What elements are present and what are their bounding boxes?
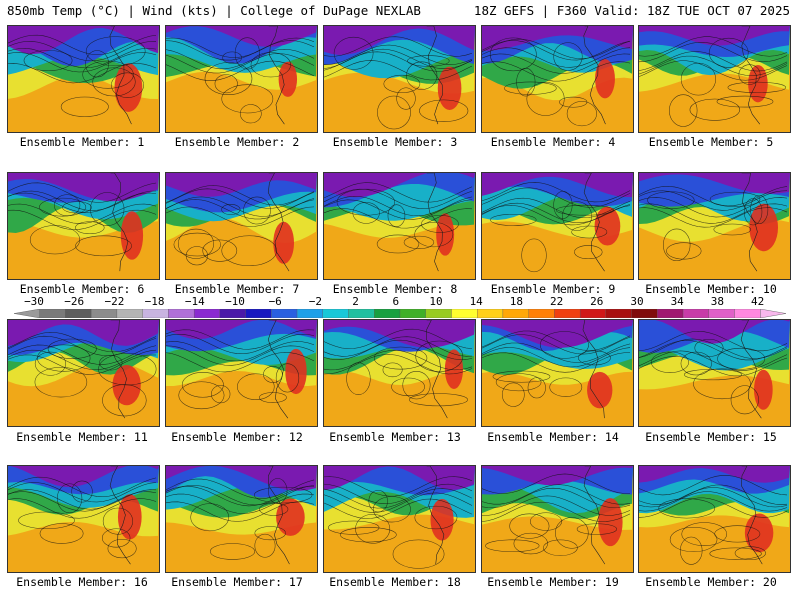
colorbar-segment bbox=[322, 309, 349, 318]
colorbar-segment bbox=[91, 309, 118, 318]
ensemble-map bbox=[481, 319, 634, 427]
colorbar-tick-label: 2 bbox=[352, 295, 359, 308]
ensemble-map bbox=[481, 465, 634, 573]
colorbar-segment bbox=[116, 309, 143, 318]
colorbar-tick-label: −14 bbox=[184, 295, 205, 308]
ensemble-map bbox=[323, 172, 476, 280]
ensemble-member-label: Ensemble Member: 3 bbox=[332, 135, 458, 149]
colorbar-tick-label: 18 bbox=[509, 295, 524, 308]
ensemble-member-label: Ensemble Member: 13 bbox=[329, 430, 461, 444]
colorbar-tick-label: −30 bbox=[24, 295, 44, 308]
colorbar-tick-label: 6 bbox=[392, 295, 400, 308]
colorbar-segment bbox=[734, 309, 761, 318]
colorbar-segment bbox=[425, 309, 452, 318]
colorbar-segment bbox=[631, 309, 658, 318]
ensemble-map bbox=[638, 172, 791, 280]
ensemble-map bbox=[7, 172, 160, 280]
colorbar-segment bbox=[528, 309, 555, 318]
ensemble-map bbox=[323, 319, 476, 427]
ensemble-member-label: Ensemble Member: 2 bbox=[174, 135, 300, 149]
ensemble-map bbox=[165, 25, 318, 133]
ensemble-member-label: Ensemble Member: 8 bbox=[332, 282, 458, 296]
ensemble-member-label: Ensemble Member: 20 bbox=[645, 575, 777, 589]
colorbar-segment bbox=[142, 309, 169, 318]
colorbar-segment bbox=[554, 309, 581, 318]
colorbar-tick-label: 10 bbox=[429, 295, 443, 308]
colorbar-tick-label: −6 bbox=[268, 295, 282, 308]
colorbar-segment bbox=[245, 309, 272, 318]
ensemble-member-label: Ensemble Member: 5 bbox=[648, 135, 774, 149]
ensemble-map bbox=[165, 319, 318, 427]
colorbar-tick-label: −22 bbox=[104, 295, 125, 308]
colorbar-tick-label: −2 bbox=[308, 295, 323, 308]
ensemble-member-label: Ensemble Member: 17 bbox=[171, 575, 303, 589]
ensemble-map bbox=[165, 172, 318, 280]
ensemble-map bbox=[638, 465, 791, 573]
ensemble-map bbox=[323, 25, 476, 133]
colorbar-tick-label: −26 bbox=[64, 295, 85, 308]
ensemble-map bbox=[165, 465, 318, 573]
ensemble-map bbox=[481, 172, 634, 280]
ensemble-member-label: Ensemble Member: 14 bbox=[487, 430, 619, 444]
colorbar-segment bbox=[682, 309, 709, 318]
colorbar-segment bbox=[579, 309, 607, 318]
ensemble-map bbox=[323, 465, 476, 573]
ensemble-map bbox=[481, 25, 634, 133]
colorbar-segment bbox=[657, 309, 684, 318]
colorbar-segment bbox=[14, 309, 40, 318]
colorbar-tick-label: 22 bbox=[549, 295, 564, 308]
colorbar-segment bbox=[348, 309, 375, 318]
colorbar-segment bbox=[39, 309, 66, 318]
colorbar-tick-label: 34 bbox=[670, 295, 684, 308]
colorbar-segment bbox=[193, 309, 221, 318]
colorbar-segment bbox=[271, 309, 298, 318]
colorbar-tick-label: 30 bbox=[630, 295, 644, 308]
colorbar-segment bbox=[477, 309, 504, 318]
ensemble-member-label: Ensemble Member: 15 bbox=[645, 430, 777, 444]
colorbar-segment bbox=[168, 309, 195, 318]
colorbar-segment bbox=[65, 309, 92, 318]
colorbar-segment bbox=[374, 309, 401, 318]
ensemble-map bbox=[638, 25, 791, 133]
ensemble-member-label: Ensemble Member: 7 bbox=[174, 282, 300, 296]
ensemble-member-label: Ensemble Member: 1 bbox=[19, 135, 145, 149]
colorbar-segment bbox=[219, 309, 246, 318]
chart-title: 850mb Temp (°C) | Wind (kts) | College o… bbox=[7, 3, 421, 18]
temperature-colorbar bbox=[14, 309, 786, 318]
colorbar-segment bbox=[399, 309, 426, 318]
colorbar-segment bbox=[760, 309, 786, 318]
ensemble-member-label: Ensemble Member: 12 bbox=[171, 430, 303, 444]
colorbar-tick-label: 14 bbox=[469, 295, 483, 308]
colorbar-tick-label: 26 bbox=[590, 295, 604, 308]
ensemble-member-label: Ensemble Member: 19 bbox=[487, 575, 619, 589]
colorbar-segment bbox=[708, 309, 735, 318]
ensemble-member-label: Ensemble Member: 9 bbox=[490, 282, 616, 296]
ensemble-map bbox=[638, 319, 791, 427]
colorbar-tick-label: −10 bbox=[225, 295, 245, 308]
colorbar-tick-label: 38 bbox=[710, 295, 725, 308]
ensemble-member-label: Ensemble Member: 4 bbox=[490, 135, 616, 149]
colorbar-tick-label: −18 bbox=[144, 295, 165, 308]
ensemble-map bbox=[7, 465, 160, 573]
colorbar-segment bbox=[605, 309, 632, 318]
ensemble-member-label: Ensemble Member: 16 bbox=[16, 575, 148, 589]
ensemble-member-label: Ensemble Member: 11 bbox=[16, 430, 148, 444]
ensemble-member-label: Ensemble Member: 18 bbox=[329, 575, 461, 589]
ensemble-member-label: Ensemble Member: 10 bbox=[645, 282, 777, 296]
colorbar-segment bbox=[451, 309, 478, 318]
colorbar-segment bbox=[296, 309, 323, 318]
ensemble-map bbox=[7, 319, 160, 427]
colorbar-tick-label: 42 bbox=[750, 295, 765, 308]
run-valid-time: 18Z GEFS | F360 Valid: 18Z TUE OCT 07 20… bbox=[473, 3, 790, 18]
ensemble-member-label: Ensemble Member: 6 bbox=[19, 282, 145, 296]
ensemble-map bbox=[7, 25, 160, 133]
colorbar-segment bbox=[502, 309, 529, 318]
